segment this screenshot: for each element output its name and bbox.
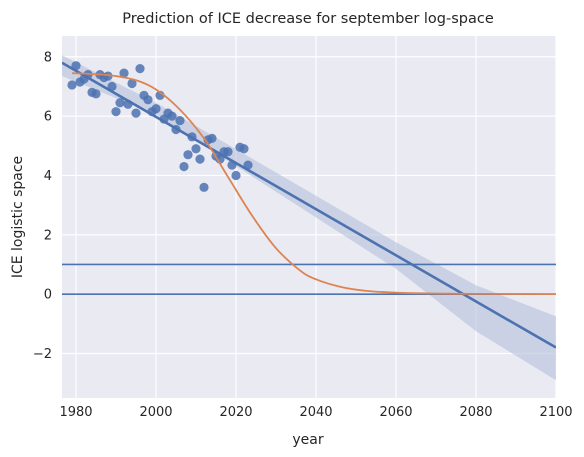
- data-points: [67, 61, 253, 192]
- y-tick-label: 6: [44, 110, 52, 125]
- data-point: [183, 150, 193, 160]
- data-point: [195, 154, 205, 164]
- y-tick-label: −2: [33, 347, 52, 362]
- chart-title: Prediction of ICE decrease for september…: [122, 11, 494, 27]
- data-point: [103, 71, 113, 81]
- y-axis-label: ICE logistic space: [10, 156, 26, 278]
- x-tick-label: 2020: [219, 405, 252, 420]
- x-axis-label: year: [292, 432, 323, 448]
- logistic-curve: [71, 72, 556, 296]
- y-tick-labels: −2 0 2 4 6 8: [33, 50, 52, 362]
- x-tick-label: 2060: [379, 405, 412, 420]
- x-tick-label: 2040: [299, 405, 332, 420]
- data-point: [115, 98, 125, 108]
- data-point: [179, 161, 189, 172]
- data-point: [143, 95, 153, 105]
- data-point: [127, 78, 137, 89]
- data-point: [239, 144, 249, 154]
- data-point: [119, 68, 129, 78]
- x-tick-label: 2080: [459, 405, 492, 420]
- data-point: [231, 170, 241, 181]
- y-tick-label: 0: [44, 288, 52, 303]
- y-tick-label: 8: [44, 50, 52, 65]
- data-point: [207, 133, 217, 143]
- data-point: [67, 80, 77, 90]
- data-point: [131, 108, 141, 118]
- x-tick-label: 2000: [139, 405, 172, 420]
- x-tick-labels: 1980 2000 2020 2040 2060 2080 2100: [59, 405, 572, 420]
- data-point: [151, 104, 161, 114]
- regression-line: [62, 61, 556, 349]
- data-point: [223, 147, 233, 157]
- plot-content: [62, 55, 556, 381]
- data-point: [175, 115, 185, 126]
- data-point: [111, 107, 121, 117]
- data-point: [135, 64, 145, 74]
- plot-area: [62, 36, 556, 398]
- y-tick-label: 4: [44, 169, 52, 184]
- data-point: [191, 144, 201, 154]
- x-tick-label: 2100: [539, 405, 572, 420]
- x-tick-label: 1980: [59, 405, 92, 420]
- data-point: [199, 182, 209, 192]
- data-point: [167, 111, 177, 121]
- data-point: [91, 89, 101, 99]
- y-tick-label: 2: [44, 228, 52, 243]
